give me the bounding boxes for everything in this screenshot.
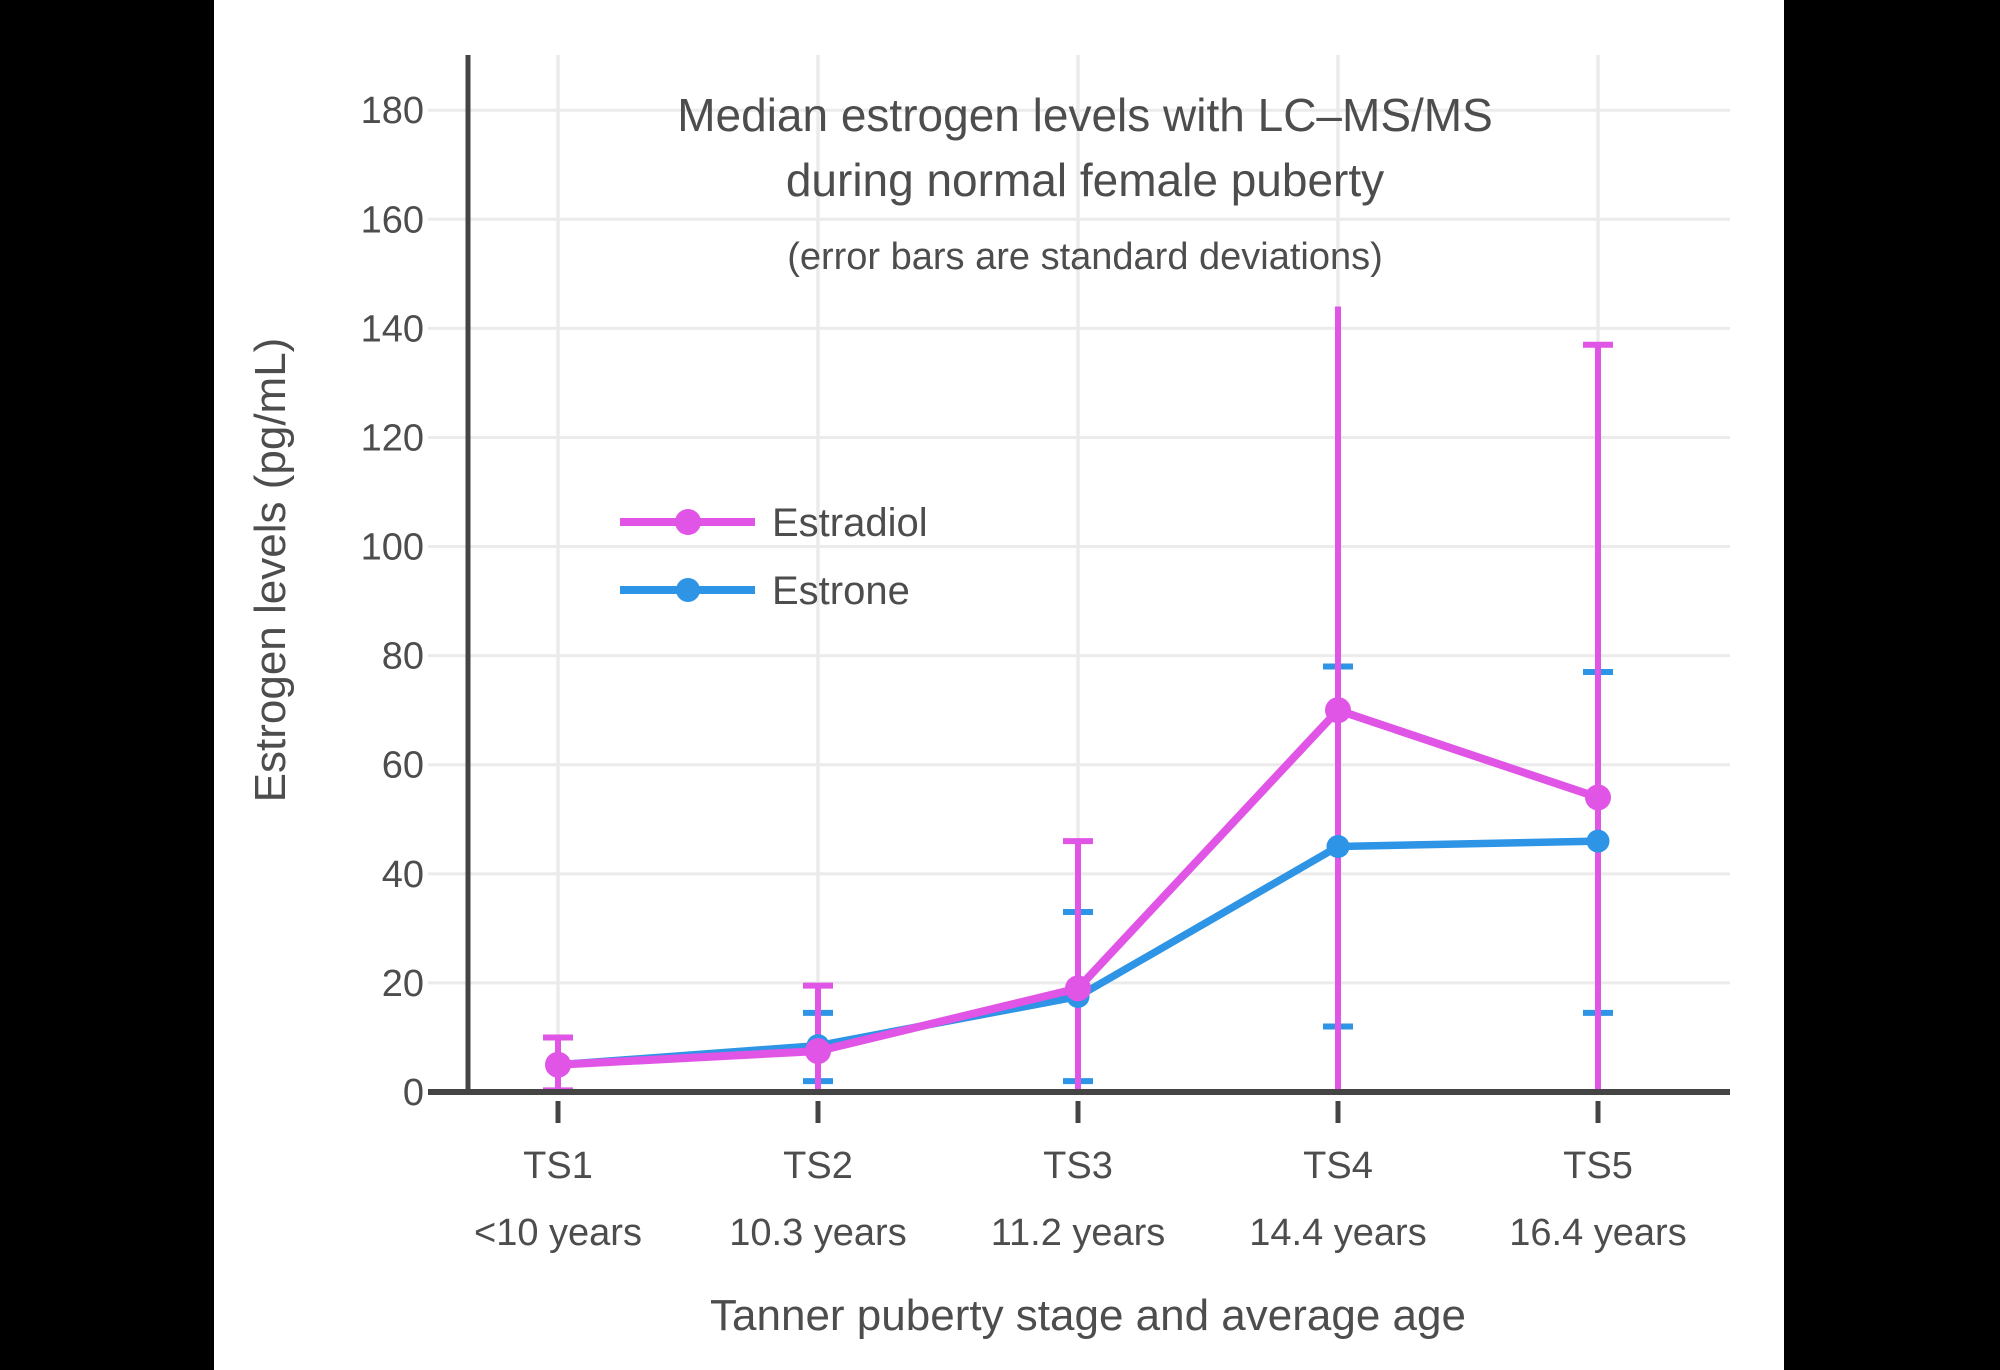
x-tick-label-stage-TS4: TS4 <box>1303 1145 1373 1187</box>
x-tick-label-age-TS1: <10 years <box>474 1212 642 1254</box>
y-tick-label-40: 40 <box>382 854 424 896</box>
y-tick-label-180: 180 <box>361 90 424 132</box>
y-tick-label-60: 60 <box>382 745 424 787</box>
x-tick-label-stage-TS2: TS2 <box>783 1145 853 1187</box>
y-tick-label-140: 140 <box>361 308 424 350</box>
series-layer <box>545 697 1611 1078</box>
chart-title-line-2: during normal female puberty <box>786 154 1384 206</box>
legend: Estradiol Estrone <box>620 501 928 613</box>
data-point-estradiol-TS3 <box>1065 975 1091 1002</box>
data-point-estrone-TS5 <box>1586 829 1610 853</box>
x-tick-label-stage-TS3: TS3 <box>1043 1145 1113 1187</box>
legend-label-estradiol: Estradiol <box>772 501 928 545</box>
data-point-estradiol-TS5 <box>1585 784 1611 811</box>
x-tick-label-age-TS5: 16.4 years <box>1509 1212 1686 1254</box>
y-tick-label-20: 20 <box>382 963 424 1005</box>
x-tick-label-stage-TS5: TS5 <box>1563 1145 1633 1187</box>
chart-subtitle: (error bars are standard deviations) <box>787 236 1383 278</box>
y-tick-label-80: 80 <box>382 636 424 678</box>
data-point-estradiol-TS1 <box>545 1051 571 1078</box>
axes-layer <box>428 55 1730 1123</box>
chart-panel <box>214 0 1784 1370</box>
y-axis-title: Estrogen levels (pg/mL) <box>246 338 295 803</box>
legend-dot-estrone <box>676 578 700 602</box>
legend-dot-estradiol <box>675 509 701 535</box>
x-tick-label-stage-TS1: TS1 <box>523 1145 593 1187</box>
x-tick-label-age-TS3: 11.2 years <box>991 1212 1166 1254</box>
x-tick-label-age-TS2: 10.3 years <box>729 1212 906 1254</box>
x-axis-title: Tanner puberty stage and average age <box>710 1291 1466 1340</box>
y-tick-label-120: 120 <box>361 417 424 459</box>
y-tick-label-100: 100 <box>361 527 424 569</box>
grid-layer <box>428 55 1730 1092</box>
legend-label-estrone: Estrone <box>772 569 910 613</box>
y-tick-label-0: 0 <box>403 1072 424 1114</box>
chart-title-line-1: Median estrogen levels with LC–MS/MS <box>677 89 1493 141</box>
data-point-estradiol-TS4 <box>1325 697 1351 724</box>
data-point-estrone-TS4 <box>1326 835 1350 859</box>
x-tick-label-age-TS4: 14.4 years <box>1249 1212 1426 1254</box>
tick-labels-layer: 0 20 40 60 80 100 120 140 160 180 TS1 <10 years TS2 1… <box>361 90 1687 1254</box>
y-tick-label-160: 160 <box>361 199 424 241</box>
data-point-estradiol-TS2 <box>805 1038 831 1065</box>
